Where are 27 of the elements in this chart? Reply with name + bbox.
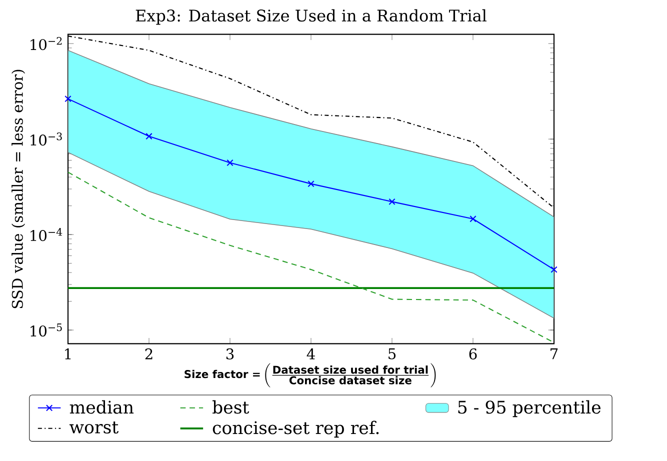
y-tick-label: 10$^{−2}$: [30, 37, 62, 50]
legend-label: concise-set rep ref.: [212, 420, 379, 438]
x-tick-label: 2: [145, 348, 152, 360]
y-tick-label: 10$^{−3}$: [30, 132, 62, 146]
point: [388, 198, 396, 206]
chart-title: Exp3: Dataset Size Used in a Random Trial: [136, 9, 487, 25]
legend-label: median: [70, 400, 134, 414]
point: [550, 266, 558, 273]
x-tick-label: 1: [65, 348, 71, 360]
x-axis-title: $\mbox{\textbf{Size factor =}}\left(\frac{\mbox{\textbf{Dataset size used for trial}}}{\mbox{\textbf{Concise dataset size}}}\right)$: [184, 363, 436, 388]
x-tick-label: 6: [469, 348, 477, 360]
y-tick-label: 10$^{−4}$: [30, 228, 62, 242]
line-series: [68, 172, 554, 344]
point: [308, 180, 314, 188]
x-tick-label: 5: [388, 348, 396, 360]
point: [146, 132, 152, 140]
point: [226, 159, 234, 166]
point: [470, 216, 476, 222]
legend-label: best: [212, 400, 250, 414]
point: [64, 95, 72, 102]
x-tick-label: 4: [306, 348, 315, 360]
x-tick-label: 7: [550, 348, 558, 360]
text: 5 - 95 percentile: [458, 400, 601, 418]
x-tick-label: 3: [226, 348, 234, 360]
legend-label: worst: [69, 422, 119, 434]
y-tick-label: 10$^{−5}$: [30, 324, 62, 337]
y-axis-title: SSD value (smaller = less error): [12, 70, 25, 308]
